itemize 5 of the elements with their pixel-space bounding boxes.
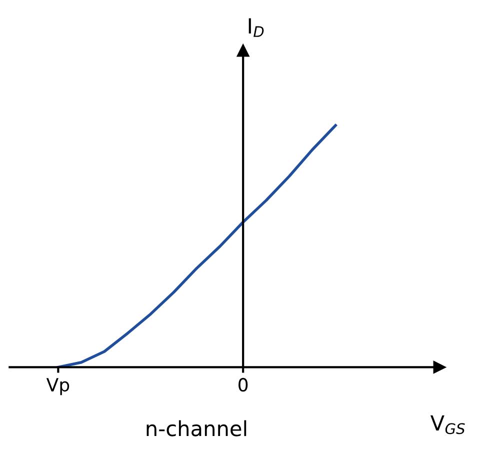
y-axis-title: I$_{D}$ [248,18,264,37]
x-tick-label: 0 [238,378,248,392]
x-tick-label: Vp [46,378,70,396]
x-axis-title: V$_{GS}$ [430,415,465,434]
text: n-channel [146,420,246,436]
